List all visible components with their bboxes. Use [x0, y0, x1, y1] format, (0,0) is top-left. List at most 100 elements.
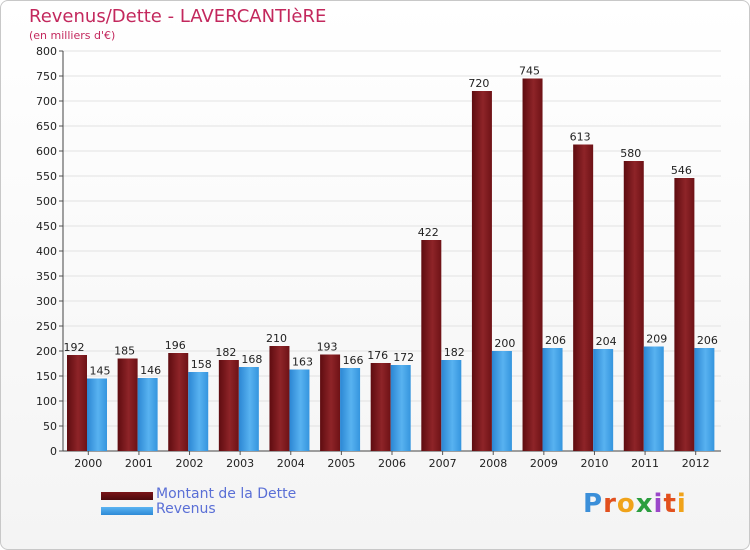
x-tick-label-2008: 2008 — [479, 457, 507, 470]
bar-revenus-2011 — [643, 346, 664, 451]
data-label-revenus-2010: 204 — [596, 335, 617, 348]
x-tick-label-2003: 2003 — [226, 457, 254, 470]
data-label-debt-2003: 182 — [215, 346, 236, 359]
bar-revenus-2004 — [289, 369, 310, 451]
y-tick-label-250: 250 — [36, 320, 57, 333]
bar-debt-2008 — [471, 91, 492, 451]
y-tick-label-400: 400 — [36, 245, 57, 258]
logo-letter: t — [663, 489, 677, 519]
bar-revenus-2003 — [238, 367, 259, 451]
logo-letter: P — [583, 489, 604, 519]
logo-letter: i — [676, 489, 687, 519]
bar-debt-2001 — [117, 358, 138, 451]
data-label-debt-2007: 422 — [418, 226, 439, 239]
x-tick-label-2006: 2006 — [378, 457, 406, 470]
x-tick-label-2009: 2009 — [530, 457, 558, 470]
x-tick-label-2005: 2005 — [327, 457, 355, 470]
proxiti-logo: Proxiti — [583, 489, 687, 519]
data-label-debt-2004: 210 — [266, 332, 287, 345]
x-tick-label-2007: 2007 — [429, 457, 457, 470]
y-tick-label-350: 350 — [36, 270, 57, 283]
bar-revenus-2008 — [491, 351, 512, 451]
y-tick-label-750: 750 — [36, 70, 57, 83]
bar-debt-2006 — [370, 363, 391, 451]
legend-label-revenus: Revenus — [156, 501, 216, 517]
data-label-debt-2011: 580 — [620, 147, 641, 160]
bar-debt-2005 — [320, 354, 341, 451]
data-label-revenus-2012: 206 — [697, 334, 718, 347]
data-label-revenus-2005: 166 — [343, 354, 364, 367]
data-label-debt-2010: 613 — [570, 131, 591, 144]
data-label-debt-2006: 176 — [367, 349, 388, 362]
data-label-debt-2000: 192 — [64, 341, 85, 354]
bar-debt-2012 — [674, 178, 695, 451]
data-label-debt-2009: 745 — [519, 65, 540, 78]
bar-debt-2010 — [573, 144, 594, 451]
y-tick-label-0: 0 — [50, 445, 57, 458]
bar-revenus-2000 — [87, 378, 107, 451]
data-label-debt-2005: 193 — [317, 341, 338, 354]
x-tick-label-2010: 2010 — [580, 457, 608, 470]
x-tick-label-2012: 2012 — [682, 457, 710, 470]
data-label-revenus-2009: 206 — [545, 334, 566, 347]
bar-debt-2000 — [67, 355, 87, 451]
data-label-debt-2002: 196 — [165, 339, 186, 352]
legend-swatch-revenus — [101, 507, 153, 515]
legend-label-debt: Montant de la Dette — [156, 486, 297, 502]
logo-letter: i — [653, 489, 664, 519]
y-tick-label-100: 100 — [36, 395, 57, 408]
logo-letter: x — [635, 489, 654, 519]
logo-letter: o — [616, 489, 636, 519]
data-label-revenus-2007: 182 — [444, 346, 465, 359]
y-tick-label-650: 650 — [36, 120, 57, 133]
x-tick-label-2004: 2004 — [277, 457, 305, 470]
bar-layer — [67, 78, 715, 451]
chart-subtitle: (en milliers d'€) — [29, 29, 116, 42]
y-tick-label-500: 500 — [36, 195, 57, 208]
data-label-revenus-2001: 146 — [140, 364, 161, 377]
y-tick-label-300: 300 — [36, 295, 57, 308]
data-label-revenus-2000: 145 — [90, 365, 111, 378]
y-tick-label-150: 150 — [36, 370, 57, 383]
y-tick-label-200: 200 — [36, 345, 57, 358]
bar-revenus-2002 — [188, 372, 209, 451]
bar-debt-2011 — [623, 161, 644, 451]
data-label-debt-2008: 720 — [468, 77, 489, 90]
bar-revenus-2005 — [340, 368, 361, 451]
data-label-debt-2012: 546 — [671, 164, 692, 177]
bar-revenus-2001 — [137, 378, 158, 451]
data-label-debt-2001: 185 — [114, 345, 135, 358]
bar-debt-2009 — [522, 78, 543, 451]
bar-revenus-2007 — [441, 360, 462, 451]
data-label-revenus-2003: 168 — [241, 353, 262, 366]
data-label-revenus-2002: 158 — [191, 358, 212, 371]
y-tick-label-450: 450 — [36, 220, 57, 233]
bar-debt-2004 — [269, 346, 290, 451]
bar-revenus-2006 — [390, 365, 411, 451]
x-tick-label-2001: 2001 — [125, 457, 153, 470]
x-tick-label-2000: 2000 — [74, 457, 102, 470]
bar-revenus-2012 — [694, 348, 715, 451]
logo-letter: r — [603, 489, 617, 519]
y-tick-label-700: 700 — [36, 95, 57, 108]
bar-debt-2002 — [168, 353, 189, 451]
y-tick-label-600: 600 — [36, 145, 57, 158]
x-tick-label-2002: 2002 — [176, 457, 204, 470]
data-label-revenus-2011: 209 — [646, 333, 667, 346]
bar-revenus-2009 — [542, 348, 563, 451]
data-label-revenus-2006: 172 — [393, 351, 414, 364]
bar-debt-2003 — [218, 360, 239, 451]
data-label-revenus-2008: 200 — [494, 337, 515, 350]
y-tick-label-550: 550 — [36, 170, 57, 183]
legend-swatch-debt — [101, 492, 153, 500]
data-label-revenus-2004: 163 — [292, 356, 313, 369]
axis-layer: 0 50 100 150 200 250 300 350 400 450 500 550 600 650 7… — [36, 45, 721, 470]
y-tick-label-50: 50 — [43, 420, 57, 433]
x-tick-label-2011: 2011 — [631, 457, 659, 470]
y-tick-label-800: 800 — [36, 45, 57, 58]
bar-debt-2007 — [421, 240, 442, 451]
chart-title: Revenus/Dette - LAVERCANTIèRE — [29, 6, 327, 27]
